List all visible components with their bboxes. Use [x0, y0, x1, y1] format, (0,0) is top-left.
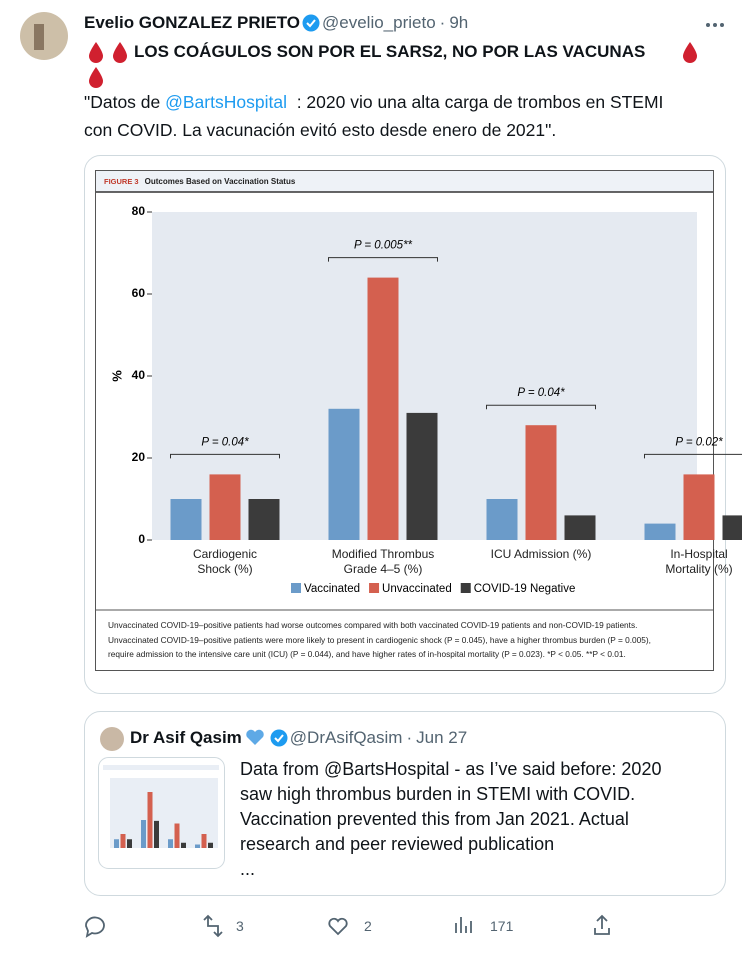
bar — [525, 425, 557, 540]
y-tick-label: 80 — [132, 204, 146, 218]
more-menu[interactable] — [706, 23, 724, 27]
legend-swatch — [291, 583, 301, 593]
thumb-bar — [168, 839, 173, 848]
timestamp[interactable]: 9h — [449, 13, 469, 32]
separator: · — [406, 728, 413, 747]
like-icon[interactable] — [328, 917, 348, 936]
annotation: P = 0.02* — [675, 436, 723, 448]
quote-card[interactable] — [84, 711, 726, 896]
legend-swatch — [460, 583, 471, 593]
quote-line: Vaccination prevented this from Jan 2021… — [240, 809, 629, 829]
like-count: 2 — [364, 918, 372, 934]
legend-swatch — [369, 583, 380, 593]
quote-text: Data from @BartsHospital - as I’ve said … — [240, 757, 661, 882]
thumb-bar — [120, 834, 126, 848]
x-tick-label: ICU Admission (%) — [490, 547, 592, 561]
legend-label: Vaccinated — [304, 583, 360, 595]
bar — [644, 523, 676, 540]
quote-line: Data from @BartsHospital - as I’ve said … — [240, 759, 662, 779]
y-tick-label: 40 — [132, 368, 146, 382]
y-tick-label: 20 — [132, 450, 146, 464]
annotation-bracket — [486, 404, 596, 410]
bar — [248, 499, 280, 540]
thumb-bar — [154, 820, 159, 848]
drop-icons — [89, 42, 697, 88]
bar — [722, 515, 742, 540]
view-count: 171 — [490, 918, 514, 934]
thumb-bar — [174, 823, 180, 848]
body-line: "Datos de @BartsHospital : 2020 vio una … — [84, 88, 663, 116]
annotation-bracket — [170, 453, 280, 459]
annotation: P = 0.005** — [354, 240, 413, 252]
annotation: P = 0.04* — [201, 436, 249, 448]
legend-label: COVID-19 Negative — [474, 583, 576, 595]
thumb-bar — [181, 842, 186, 848]
body-text: "Datos de — [84, 92, 166, 112]
figure-title: Outcomes Based on Vaccination Status — [145, 177, 296, 186]
separator: · — [439, 13, 446, 32]
bar — [328, 408, 360, 540]
bar — [406, 412, 438, 540]
caption-line: Unvaccinated COVID-19–positive patients … — [108, 620, 638, 630]
thumb-bar — [195, 844, 200, 848]
bar — [367, 277, 399, 540]
avatar-figure — [34, 24, 44, 50]
author-name[interactable]: Evelio GONZALEZ PRIETO — [84, 13, 300, 32]
thumb-bar — [201, 834, 207, 848]
thumb-header — [103, 765, 219, 770]
legend-label: Unvaccinated — [382, 583, 452, 595]
x-tick-label: In-Hospital Mortality (%) — [665, 547, 733, 576]
headline: LOS COÁGULOS SON POR EL SARS2, NO POR LA… — [134, 42, 646, 61]
annotation-bracket — [328, 257, 438, 262]
share-icon[interactable] — [594, 914, 610, 935]
bar — [683, 474, 715, 540]
verified-badge — [302, 14, 320, 32]
quote-time: Jun 27 — [416, 728, 468, 747]
views-icon[interactable] — [455, 917, 472, 933]
retweet-icon[interactable] — [203, 914, 223, 938]
caption-line: require admission to the intensive care … — [108, 649, 626, 659]
bar — [564, 515, 596, 540]
body-line: con COVID. La vacunación evitó esto desd… — [84, 120, 557, 140]
body-text: : 2020 vio una alta carga de trombos en … — [286, 92, 664, 112]
annotation: P = 0.04* — [517, 387, 565, 399]
handle[interactable]: @evelio_prieto — [322, 13, 436, 32]
annotation-bracket — [644, 453, 742, 459]
heart-emoji — [246, 729, 264, 745]
mention[interactable]: @BartsHospital — [165, 92, 287, 112]
quote-handle: @DrAsifQasim — [289, 728, 403, 747]
action-icons — [85, 914, 610, 938]
bar — [170, 499, 202, 540]
quote-line: research and peer reviewed publication — [240, 834, 555, 854]
caption-line: Unvaccinated COVID-19–positive patients … — [108, 634, 651, 645]
thumb-bar — [141, 820, 146, 848]
author-row: Evelio GONZALEZ PRIETO @evelio_prieto · … — [84, 13, 468, 33]
quote-avatar — [100, 727, 124, 751]
quote-author-name: Dr Asif Qasim — [130, 728, 242, 747]
thumb-plot — [110, 778, 218, 848]
figure-label: FIGURE 3 — [104, 177, 139, 186]
x-tick-label: Modified Thrombus Grade 4–5 (%) — [331, 547, 435, 576]
y-tick-label: 0 — [138, 532, 145, 546]
quote-author-row: Dr Asif Qasim @DrAsifQasim · Jun 27 — [130, 728, 467, 748]
bar — [486, 499, 518, 540]
thumb-bar — [114, 839, 119, 848]
thumb-bar — [208, 842, 213, 848]
reply-icon[interactable] — [85, 916, 105, 938]
thumb-bar — [147, 792, 153, 848]
quote-line: ... — [240, 859, 256, 879]
quote-line: saw high thrombus burden in STEMI with C… — [240, 784, 636, 804]
y-axis-label: % — [109, 370, 124, 382]
figure-header — [96, 171, 713, 192]
y-tick-label: 60 — [132, 286, 146, 300]
retweet-count: 3 — [236, 918, 244, 934]
bar — [209, 474, 241, 540]
thumb-bar — [127, 839, 132, 848]
verified-badge — [270, 729, 288, 747]
media-card[interactable] — [84, 155, 726, 694]
x-tick-label: Cardiogenic Shock (%) — [192, 547, 258, 576]
